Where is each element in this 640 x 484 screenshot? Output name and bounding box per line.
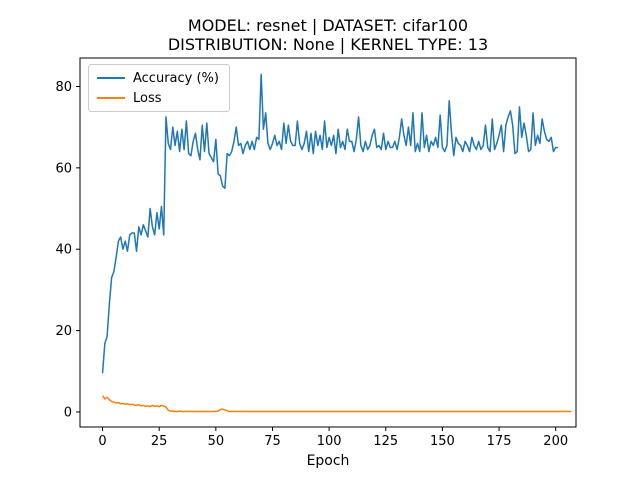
y-tick-label: 40 xyxy=(55,243,72,258)
y-tick-label: 60 xyxy=(55,161,72,176)
x-axis-label: Epoch xyxy=(306,453,350,469)
x-tick-label: 175 xyxy=(487,434,512,449)
legend-entry-accuracy: Accuracy (%) xyxy=(97,69,219,87)
legend-label-accuracy: Accuracy (%) xyxy=(133,70,219,86)
chart-title-line-2: DISTRIBUTION: None | KERNEL TYPE: 13 xyxy=(167,35,489,54)
legend-label-loss: Loss xyxy=(133,90,162,106)
legend-swatch-accuracy xyxy=(97,77,125,79)
x-tick-label: 25 xyxy=(151,434,168,449)
y-tick-label: 20 xyxy=(55,324,72,339)
legend: Accuracy (%) Loss xyxy=(88,64,230,112)
series-line-accuracy xyxy=(101,73,558,374)
x-tick-label: 150 xyxy=(430,434,455,449)
x-tick-label: 50 xyxy=(208,434,225,449)
x-tick-label: 100 xyxy=(317,434,342,449)
legend-swatch-loss xyxy=(97,97,125,99)
x-tick-label: 75 xyxy=(264,434,281,449)
x-tick-label: 125 xyxy=(373,434,398,449)
chart-title-line-1: MODEL: resnet | DATASET: cifar100 xyxy=(187,16,469,35)
y-tick-label: 0 xyxy=(64,405,72,420)
x-tick-label: 0 xyxy=(98,434,106,449)
series-line-loss xyxy=(101,395,572,413)
x-tick-label: 200 xyxy=(543,434,568,449)
legend-entry-loss: Loss xyxy=(97,89,162,107)
axes-frame xyxy=(79,57,577,428)
y-tick-label: 80 xyxy=(55,80,72,95)
